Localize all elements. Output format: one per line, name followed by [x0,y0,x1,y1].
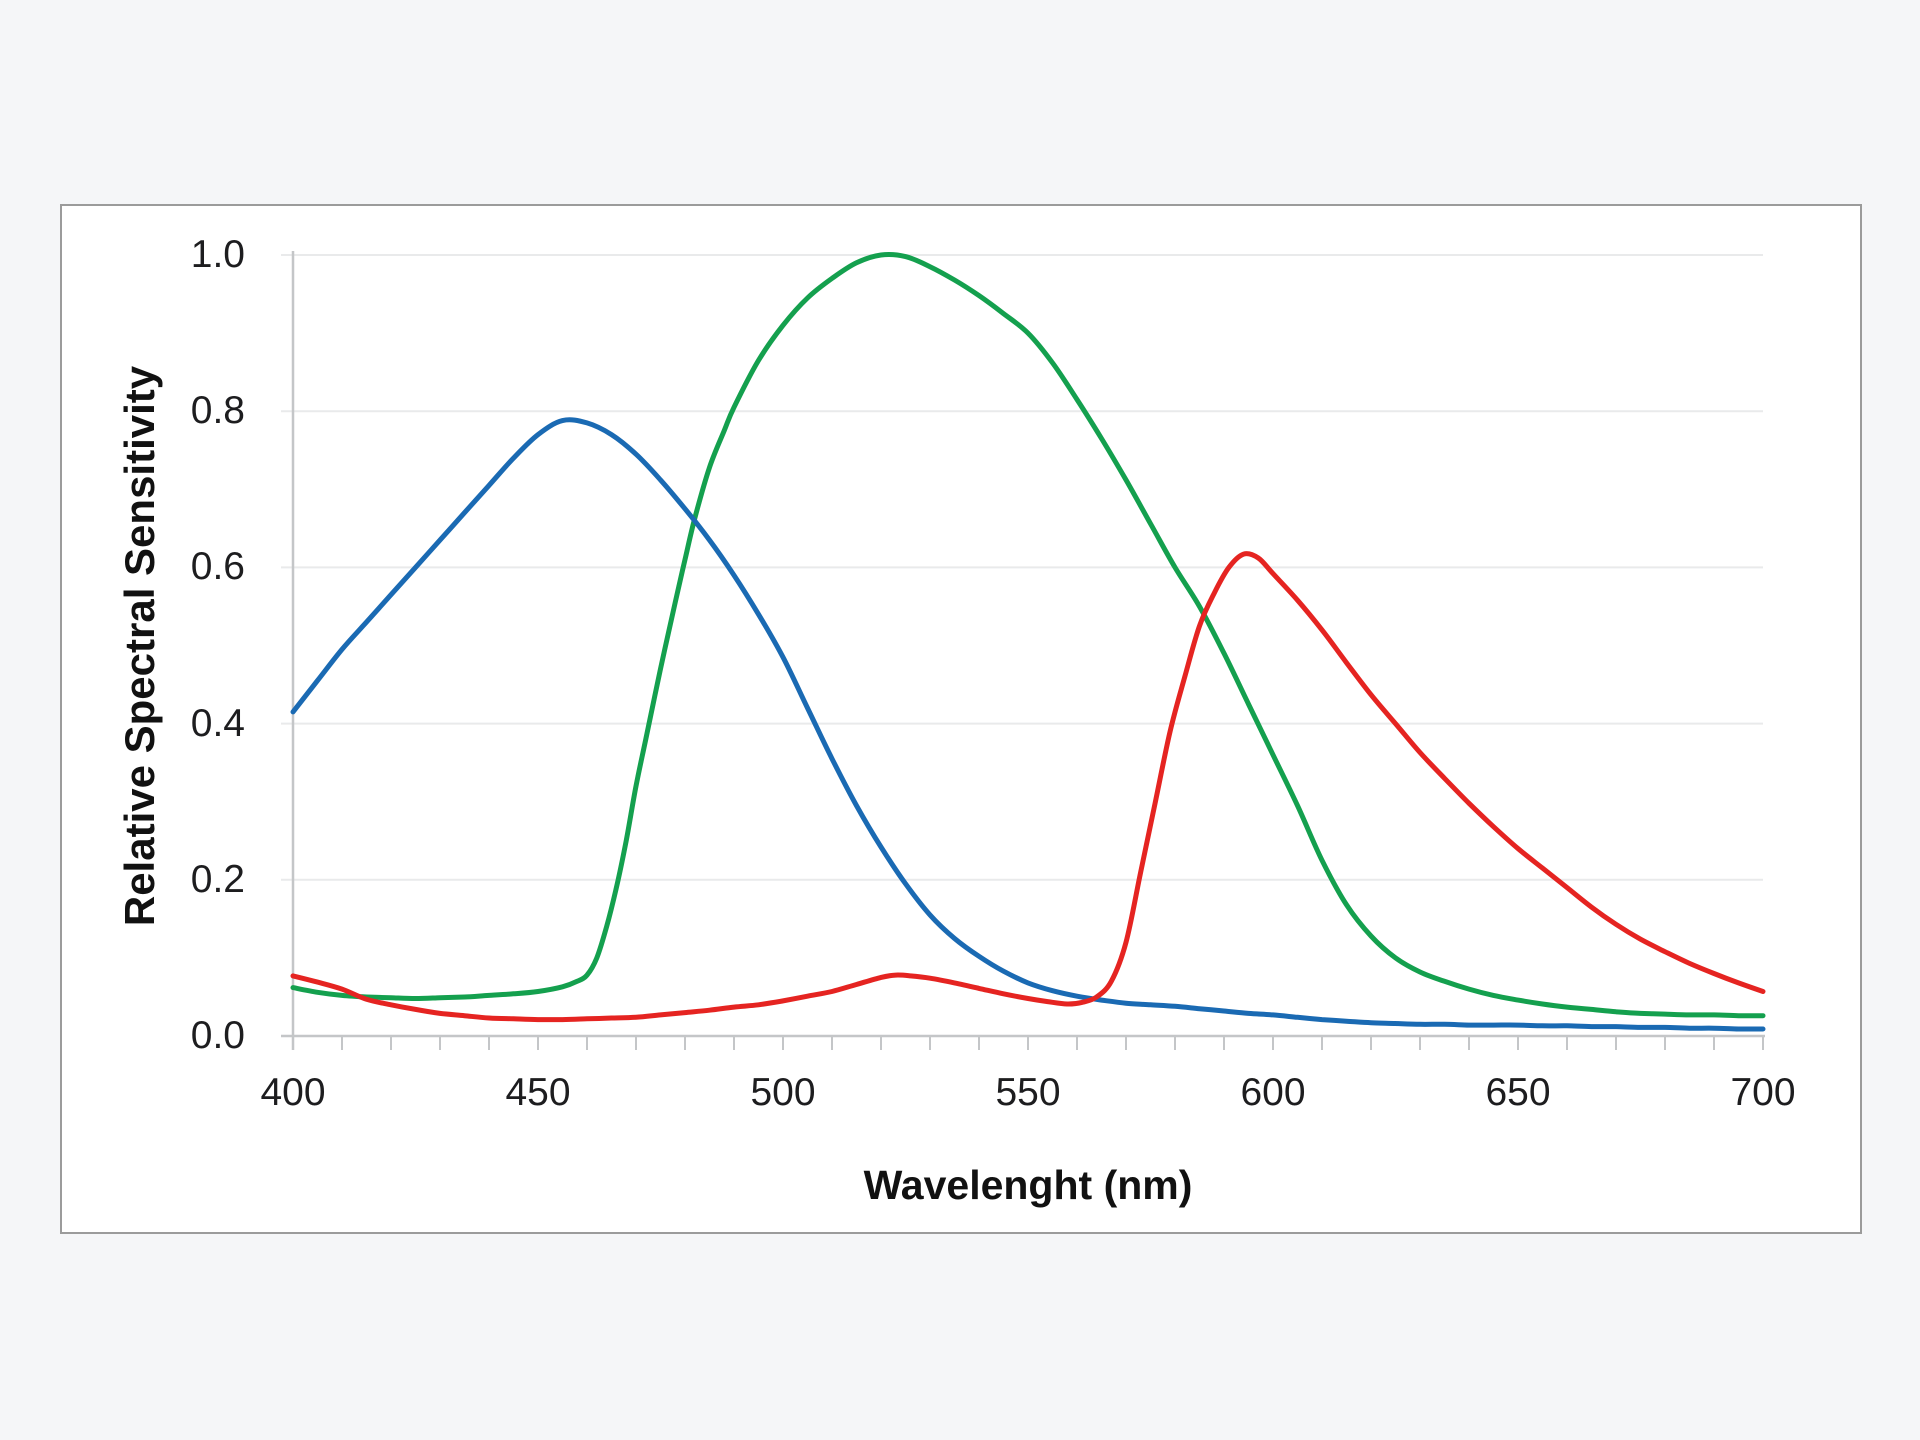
y-tick-label-0.4: 0.4 [190,702,245,745]
y-axis-title: Relative Spectral Sensitivity [116,365,164,926]
y-tick-label-0.2: 0.2 [190,858,245,901]
x-tick-label-550: 550 [995,1071,1061,1114]
x-tick-label-600: 600 [1240,1071,1306,1114]
x-tick-label-500: 500 [750,1071,816,1114]
y-tick-label-0.0: 0.0 [190,1014,245,1057]
x-tick-label-650: 650 [1485,1071,1551,1114]
y-tick-label-0.6: 0.6 [190,545,245,588]
y-tick-label-1.0: 1.0 [190,233,245,276]
x-tick-label-700: 700 [1730,1071,1796,1114]
y-tick-label-0.8: 0.8 [190,389,245,432]
x-tick-label-400: 400 [260,1071,326,1114]
x-axis-title: Wavelenght (nm) [863,1162,1193,1208]
x-tick-label-450: 450 [505,1071,571,1114]
y-axis-title-wrap: Relative Spectral Sensitivity [108,255,172,1036]
